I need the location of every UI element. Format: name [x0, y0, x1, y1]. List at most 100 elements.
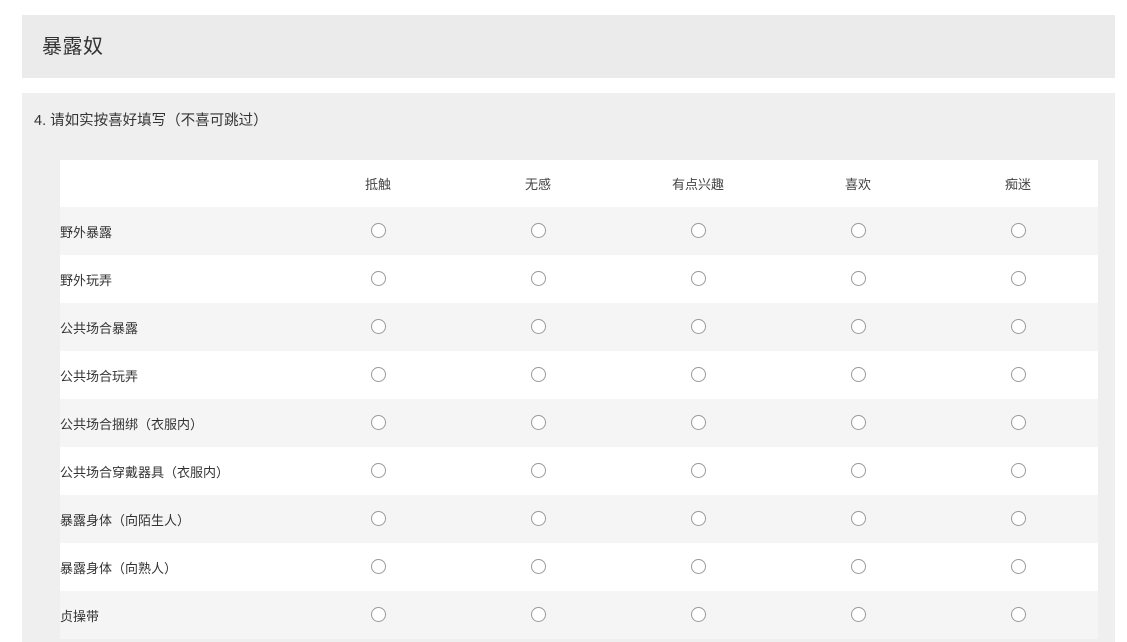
radio-unchecked-icon[interactable]	[690, 607, 706, 623]
matrix-option-cell[interactable]	[618, 351, 778, 399]
matrix-row-label: 野外暴露	[60, 224, 113, 240]
radio-unchecked-icon[interactable]	[850, 607, 866, 623]
radio-unchecked-icon[interactable]	[690, 271, 706, 287]
matrix-option-cell[interactable]	[458, 255, 618, 303]
matrix-option-cell[interactable]	[458, 495, 618, 543]
radio-unchecked-icon[interactable]	[1010, 463, 1026, 479]
matrix-option-cell[interactable]	[938, 543, 1098, 591]
radio-unchecked-icon[interactable]	[850, 223, 866, 239]
matrix-option-cell[interactable]	[938, 207, 1098, 255]
radio-unchecked-icon[interactable]	[1010, 223, 1026, 239]
radio-unchecked-icon[interactable]	[690, 511, 706, 527]
matrix-option-cell[interactable]	[298, 591, 458, 639]
matrix-option-cell[interactable]	[298, 207, 458, 255]
matrix-option-cell[interactable]	[778, 591, 938, 639]
matrix-option-cell[interactable]	[778, 399, 938, 447]
matrix-option-cell[interactable]	[938, 399, 1098, 447]
radio-unchecked-icon[interactable]	[370, 415, 386, 431]
matrix-option-cell[interactable]	[938, 447, 1098, 495]
matrix-option-cell[interactable]	[298, 495, 458, 543]
matrix-option-cell[interactable]	[938, 255, 1098, 303]
matrix-option-cell[interactable]	[618, 591, 778, 639]
radio-unchecked-icon[interactable]	[530, 415, 546, 431]
question-title: 4. 请如实按喜好填写（不喜可跳过）	[34, 113, 268, 129]
matrix-row-label: 公共场合穿戴器具（衣服内）	[60, 464, 230, 480]
matrix-option-cell[interactable]	[938, 591, 1098, 639]
matrix-option-cell[interactable]	[458, 591, 618, 639]
radio-unchecked-icon[interactable]	[530, 319, 546, 335]
radio-unchecked-icon[interactable]	[530, 367, 546, 383]
radio-unchecked-icon[interactable]	[850, 415, 866, 431]
matrix-option-cell[interactable]	[298, 447, 458, 495]
matrix-option-cell[interactable]	[778, 447, 938, 495]
matrix-option-cell[interactable]	[618, 207, 778, 255]
radio-unchecked-icon[interactable]	[370, 271, 386, 287]
matrix-header: 抵触 无感 有点兴趣 喜欢 痴迷	[60, 160, 1098, 207]
matrix-option-cell[interactable]	[298, 399, 458, 447]
matrix-option-cell[interactable]	[938, 303, 1098, 351]
radio-unchecked-icon[interactable]	[850, 511, 866, 527]
matrix-option-cell[interactable]	[458, 303, 618, 351]
radio-unchecked-icon[interactable]	[530, 271, 546, 287]
matrix-option-cell[interactable]	[298, 351, 458, 399]
radio-unchecked-icon[interactable]	[370, 223, 386, 239]
matrix-option-cell[interactable]	[298, 543, 458, 591]
radio-unchecked-icon[interactable]	[850, 319, 866, 335]
radio-unchecked-icon[interactable]	[530, 463, 546, 479]
matrix-option-cell[interactable]	[778, 207, 938, 255]
matrix-option-cell[interactable]	[458, 399, 618, 447]
matrix-option-cell[interactable]	[618, 399, 778, 447]
radio-unchecked-icon[interactable]	[690, 367, 706, 383]
matrix-option-cell[interactable]	[618, 255, 778, 303]
matrix-option-cell[interactable]	[618, 303, 778, 351]
matrix-option-cell[interactable]	[778, 255, 938, 303]
radio-unchecked-icon[interactable]	[1010, 319, 1026, 335]
survey-header-panel: 暴露奴	[22, 15, 1115, 78]
radio-unchecked-icon[interactable]	[690, 559, 706, 575]
matrix-option-cell[interactable]	[938, 351, 1098, 399]
radio-unchecked-icon[interactable]	[530, 223, 546, 239]
radio-unchecked-icon[interactable]	[690, 319, 706, 335]
matrix-option-cell[interactable]	[778, 351, 938, 399]
radio-unchecked-icon[interactable]	[690, 223, 706, 239]
radio-unchecked-icon[interactable]	[1010, 367, 1026, 383]
matrix-question-table: 抵触 无感 有点兴趣 喜欢 痴迷 野外暴露 野外玩弄 公共场合暴露 公共场合玩弄 公共场…	[60, 160, 1098, 639]
matrix-option-cell[interactable]	[458, 543, 618, 591]
matrix-option-cell[interactable]	[778, 543, 938, 591]
matrix-row: 公共场合捆绑（衣服内）	[60, 399, 1098, 447]
radio-unchecked-icon[interactable]	[370, 607, 386, 623]
matrix-option-cell[interactable]	[458, 207, 618, 255]
radio-unchecked-icon[interactable]	[1010, 415, 1026, 431]
matrix-column-header-0: 抵触	[298, 160, 458, 207]
matrix-option-cell[interactable]	[618, 447, 778, 495]
radio-unchecked-icon[interactable]	[370, 319, 386, 335]
radio-unchecked-icon[interactable]	[530, 559, 546, 575]
matrix-option-cell[interactable]	[298, 255, 458, 303]
radio-unchecked-icon[interactable]	[690, 415, 706, 431]
radio-unchecked-icon[interactable]	[370, 559, 386, 575]
radio-unchecked-icon[interactable]	[370, 511, 386, 527]
radio-unchecked-icon[interactable]	[1010, 559, 1026, 575]
radio-unchecked-icon[interactable]	[1010, 511, 1026, 527]
radio-unchecked-icon[interactable]	[850, 271, 866, 287]
matrix-option-cell[interactable]	[618, 495, 778, 543]
radio-unchecked-icon[interactable]	[370, 367, 386, 383]
matrix-option-cell[interactable]	[458, 447, 618, 495]
radio-unchecked-icon[interactable]	[850, 367, 866, 383]
matrix-option-cell[interactable]	[938, 495, 1098, 543]
matrix-row-label: 公共场合玩弄	[60, 368, 139, 384]
matrix-row: 暴露身体（向陌生人）	[60, 495, 1098, 543]
matrix-option-cell[interactable]	[618, 543, 778, 591]
matrix-option-cell[interactable]	[458, 351, 618, 399]
matrix-option-cell[interactable]	[778, 303, 938, 351]
radio-unchecked-icon[interactable]	[530, 511, 546, 527]
radio-unchecked-icon[interactable]	[850, 559, 866, 575]
matrix-option-cell[interactable]	[778, 495, 938, 543]
radio-unchecked-icon[interactable]	[690, 463, 706, 479]
radio-unchecked-icon[interactable]	[1010, 271, 1026, 287]
matrix-option-cell[interactable]	[298, 303, 458, 351]
radio-unchecked-icon[interactable]	[370, 463, 386, 479]
radio-unchecked-icon[interactable]	[850, 463, 866, 479]
radio-unchecked-icon[interactable]	[530, 607, 546, 623]
radio-unchecked-icon[interactable]	[1010, 607, 1026, 623]
